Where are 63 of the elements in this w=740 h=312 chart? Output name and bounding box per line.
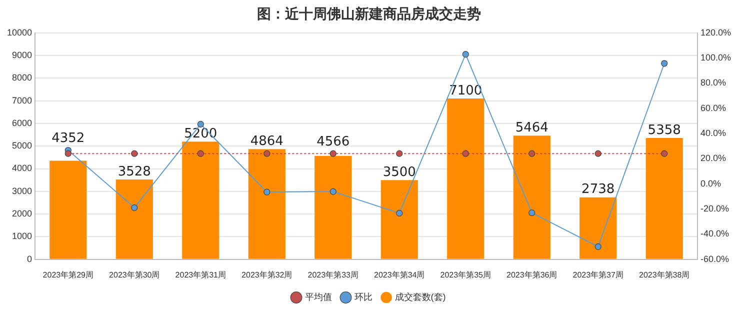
y2-tick-label: 60.0%	[700, 102, 726, 113]
x-tick-label: 2023年第33周	[308, 270, 358, 280]
point	[661, 60, 668, 67]
bar	[580, 197, 617, 259]
y-tick-label: 1000	[12, 231, 32, 242]
data-label: 3528	[118, 164, 151, 180]
x-tick-label: 2023年第35周	[440, 270, 491, 280]
y2-tick-label: 100.0%	[700, 52, 732, 62]
bar	[513, 136, 550, 259]
y-tick-label: 2000	[12, 208, 32, 219]
y-tick-label: 10000	[6, 27, 32, 38]
point	[462, 51, 469, 58]
point	[197, 120, 204, 128]
x-tick-label: 2023年第29周	[42, 270, 94, 280]
data-label: 5358	[648, 122, 681, 138]
data-label: 7100	[449, 83, 482, 98]
y2-tick-label: -20.0%	[700, 204, 730, 214]
bar	[182, 142, 220, 259]
legend-label: 成交套数(套)	[394, 292, 446, 302]
y2-tick-label: 20.0%	[700, 153, 726, 164]
y-tick-label: 7000	[12, 95, 32, 106]
y2-tick-label: 0.0%	[700, 178, 721, 188]
data-label: 4352	[52, 131, 85, 146]
bar	[380, 180, 418, 259]
y-tick-label: 9000	[12, 50, 32, 60]
bar	[248, 149, 286, 259]
x-tick-label: 2023年第36周	[506, 270, 558, 280]
bar	[447, 98, 484, 259]
x-tick-label: 2023年第32周	[242, 270, 292, 280]
y-tick-label: 4000	[12, 163, 32, 174]
y-tick-label: 6000	[12, 118, 32, 128]
y2-tick-label: -40.0%	[700, 228, 730, 239]
x-tick-label: 2023年第30周	[109, 270, 160, 280]
y-tick-label: 8000	[12, 72, 32, 83]
data-label: 4566	[316, 134, 350, 150]
bar	[646, 138, 683, 259]
point	[594, 243, 602, 250]
y2-tick-label: 40.0%	[700, 128, 726, 138]
bar	[50, 160, 87, 259]
point	[131, 204, 138, 211]
x-tick-label: 2023年第31周	[175, 270, 226, 280]
data-label: 2738	[582, 182, 615, 198]
y-tick-label: 3000	[12, 186, 32, 196]
x-tick-label: 2023年第37周	[572, 270, 624, 280]
legend-label: 环比	[354, 292, 372, 302]
point	[396, 210, 403, 216]
point	[528, 210, 536, 216]
point	[264, 188, 270, 196]
data-label: 3500	[382, 164, 416, 180]
point	[330, 188, 336, 195]
data-label: 5464	[515, 120, 548, 136]
y2-tick-label: -60.0%	[700, 254, 730, 264]
y-tick-label: 5000	[12, 140, 32, 151]
y-tick-label: 0	[27, 254, 32, 264]
bar	[116, 179, 153, 259]
x-tick-label: 2023年第34周	[374, 270, 425, 280]
legend-label: 平均值	[304, 292, 332, 302]
x-tick-label: 2023年第38周	[639, 270, 690, 280]
data-label: 4864	[250, 134, 284, 150]
y2-tick-label: 80.0%	[700, 78, 726, 88]
y2-tick-label: 120.0%	[700, 27, 732, 38]
chart-title: 图：近十周佛山新建商品房成交走势	[257, 5, 481, 22]
bar	[314, 156, 352, 259]
